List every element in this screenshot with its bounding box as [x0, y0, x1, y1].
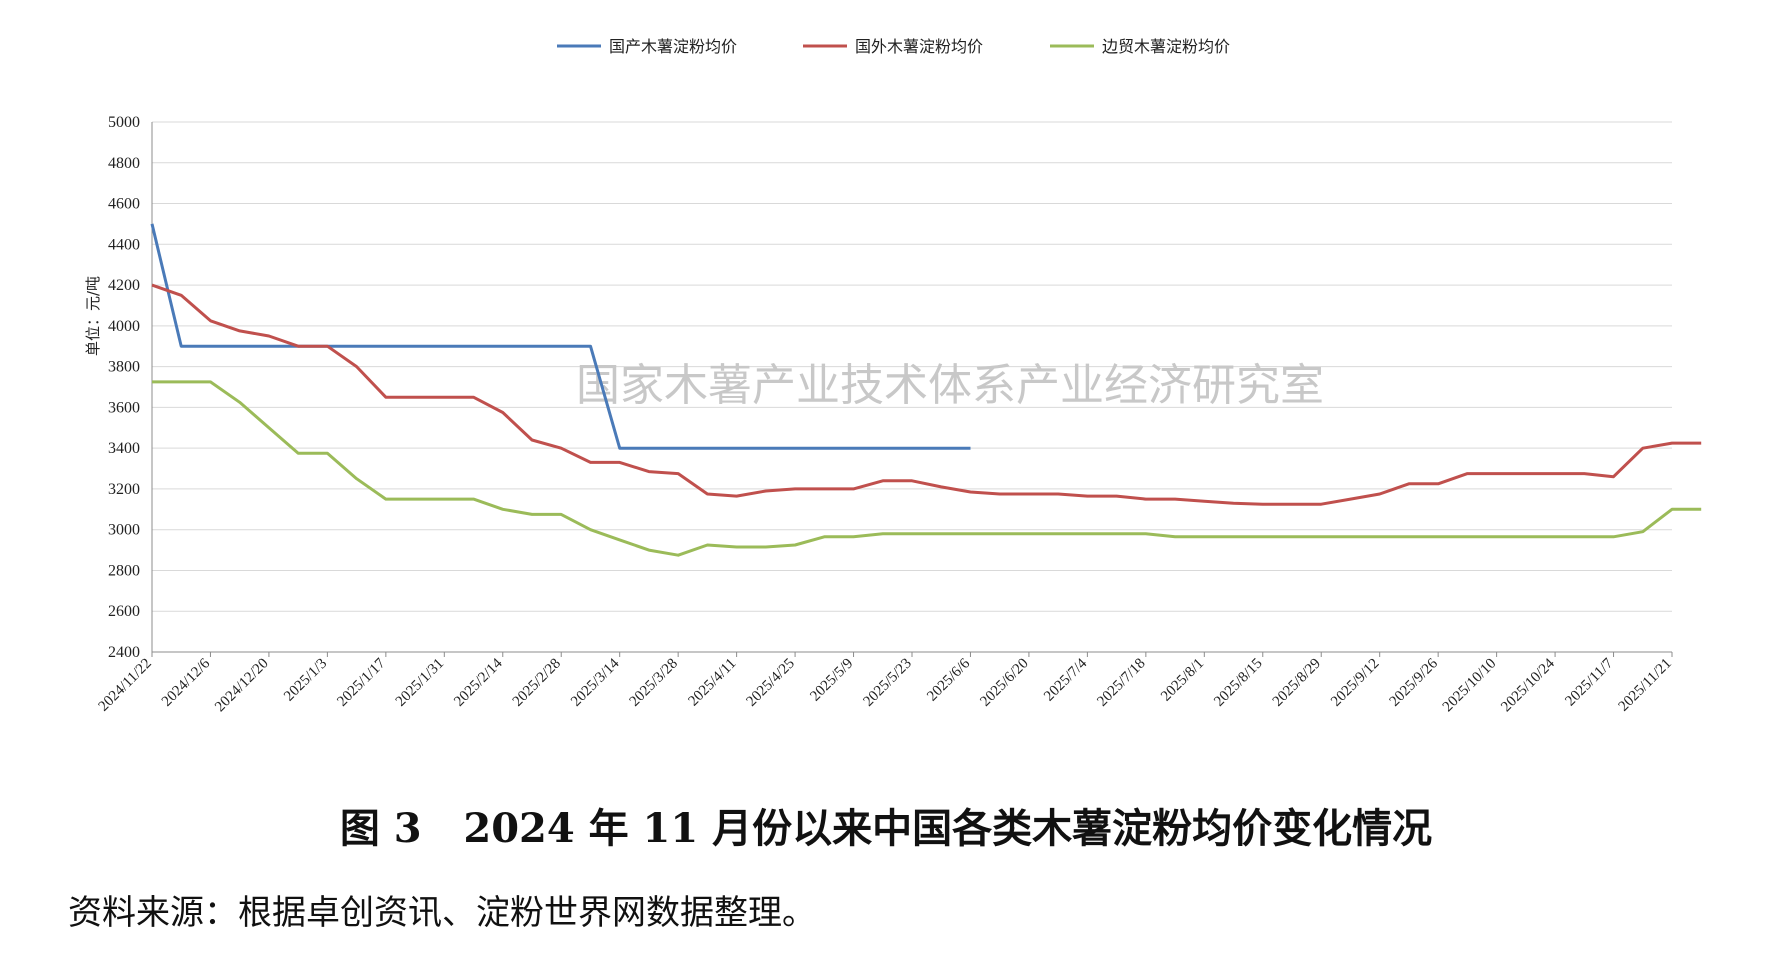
- gridlines: [152, 121, 1672, 653]
- x-tick-label: 2025/6/20: [977, 656, 1031, 710]
- x-tick-label: 2025/5/9: [807, 656, 856, 705]
- x-tick-label: 2025/9/26: [1387, 655, 1442, 710]
- figure-caption: 图 3 2024 年 11 月份以来中国各类木薯淀粉均价变化情况: [339, 805, 1433, 852]
- series-line-1: [151, 283, 1702, 506]
- y-tick-label: 3400: [108, 440, 140, 457]
- axes: [151, 122, 1673, 657]
- x-tick-label: 2025/1/31: [393, 656, 447, 710]
- x-tick-label: 2025/3/28: [627, 656, 681, 710]
- x-tick-label: 2025/3/14: [568, 655, 623, 710]
- legend-label: 国外木薯淀粉均价: [855, 37, 983, 56]
- x-tick-label: 2025/11/7: [1562, 655, 1616, 709]
- x-tick-label: 2025/2/14: [451, 655, 506, 710]
- x-tick-label: 2025/6/6: [924, 655, 973, 704]
- x-tick-label: 2024/11/22: [96, 656, 155, 715]
- series-line-0: [150, 223, 971, 450]
- data-source-note: 资料来源：根据卓创资讯、淀粉世界网数据整理。: [68, 893, 816, 933]
- x-tick-label: 2025/4/25: [744, 656, 798, 710]
- x-tick-label: 2025/4/11: [686, 656, 740, 710]
- watermark: 国家木薯产业技术体系产业经济研究室: [576, 360, 1324, 411]
- y-tick-label: 4800: [108, 155, 140, 172]
- x-tick-label: 2025/10/10: [1440, 656, 1500, 716]
- y-tick-label: 3200: [108, 481, 140, 498]
- y-tick-labels: 2400 2600 2800 3000 3200 3400 3600 3800 4000 4200…: [108, 114, 140, 661]
- x-tick-label: 2025/8/29: [1270, 656, 1324, 710]
- x-tick-label: 2025/5/23: [860, 656, 914, 710]
- series-line-2: [152, 380, 1702, 557]
- legend-label: 边贸木薯淀粉均价: [1102, 37, 1230, 56]
- y-tick-label: 3000: [108, 522, 140, 539]
- x-tick-label: 2025/9/12: [1328, 656, 1382, 710]
- x-tick-label: 2024/12/20: [212, 656, 272, 716]
- y-tick-label: 4000: [108, 318, 140, 335]
- line-chart: 国产木薯淀粉均价 国外木薯淀粉均价 边贸木薯淀粉均价 国家木薯产业技术体系产业经济研…: [84, 37, 1702, 715]
- x-tick-label: 2025/2/28: [510, 656, 564, 710]
- y-tick-label: 3800: [108, 359, 140, 376]
- y-tick-label: 3600: [108, 399, 140, 416]
- legend: 国产木薯淀粉均价 国外木薯淀粉均价 边贸木薯淀粉均价: [557, 37, 1230, 56]
- x-tick-label: 2025/1/17: [334, 655, 389, 710]
- y-tick-label: 5000: [108, 114, 140, 131]
- x-tick-label: 2025/1/3: [281, 656, 330, 705]
- x-tick-label: 2025/7/4: [1041, 655, 1090, 704]
- x-tick-label: 2025/8/15: [1211, 656, 1265, 710]
- x-tick-label: 2025/10/24: [1498, 655, 1558, 715]
- y-tick-label: 2400: [108, 644, 140, 661]
- x-tick-label: 2025/8/1: [1158, 656, 1207, 705]
- series-lines: [150, 223, 1702, 557]
- y-tick-label: 2800: [108, 562, 140, 579]
- y-axis-label: 单位：元/吨: [84, 276, 102, 356]
- x-tick-label: 2025/11/21: [1616, 656, 1675, 715]
- y-tick-label: 4400: [108, 236, 140, 253]
- y-tick-label: 2600: [108, 603, 140, 620]
- legend-label: 国产木薯淀粉均价: [609, 37, 737, 56]
- y-tick-label: 4600: [108, 196, 140, 213]
- x-tick-label: 2025/7/18: [1094, 656, 1148, 710]
- y-tick-label: 4200: [108, 277, 140, 294]
- x-tick-label: 2024/12/6: [159, 655, 214, 710]
